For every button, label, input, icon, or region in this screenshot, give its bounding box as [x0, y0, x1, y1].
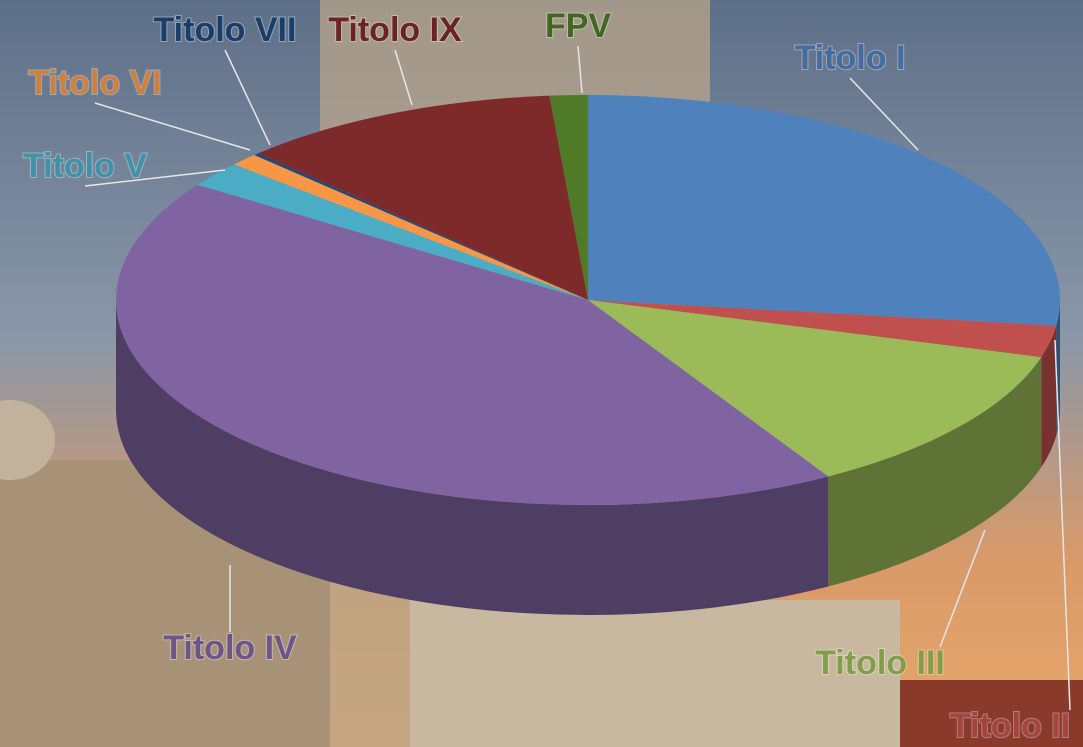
data-label: Titolo IV — [163, 629, 297, 667]
data-label: FPV — [545, 7, 611, 45]
data-label: Titolo VII — [154, 11, 297, 49]
page: {"chart_data": {"type": "pie", "categori… — [0, 0, 1083, 747]
data-label: Titolo VI — [28, 64, 161, 102]
data-label: Titolo V — [23, 147, 147, 185]
data-label: Titolo I — [795, 39, 906, 77]
data-label: Titolo II — [950, 707, 1070, 745]
data-label: Titolo IX — [328, 11, 462, 49]
chart: Titolo I Titolo IITitolo III Titolo IV Tito… — [0, 0, 1083, 747]
data-label: Titolo III — [815, 644, 945, 682]
